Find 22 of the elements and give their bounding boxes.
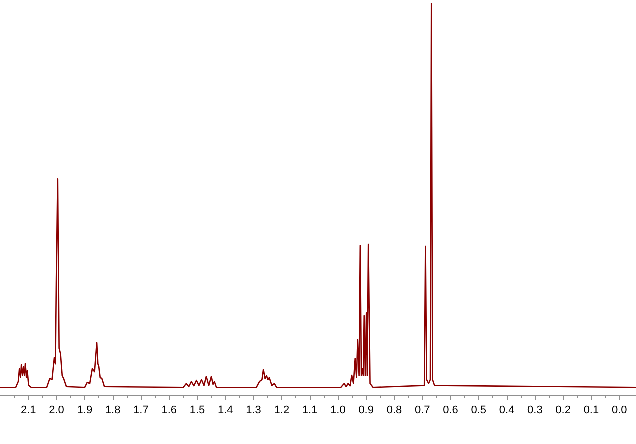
x-tick-label: 0.7 — [414, 404, 430, 416]
x-tick-label: 0.3 — [528, 404, 543, 416]
x-tick-label: 1.9 — [77, 404, 93, 416]
x-tick-label: 1.6 — [162, 404, 177, 416]
x-tick-label: 1.7 — [134, 404, 149, 416]
x-tick-label: 0.9 — [358, 404, 374, 416]
x-tick-label: 1.1 — [302, 404, 318, 416]
x-tick-label: 1.4 — [218, 404, 234, 416]
x-tick-label: 1.5 — [190, 404, 206, 416]
x-tick-label: 0.8 — [386, 404, 402, 416]
x-tick-label: 2.1 — [20, 404, 36, 416]
x-tick-label: 0.1 — [584, 404, 600, 416]
x-tick-label: 0.0 — [612, 404, 628, 416]
x-tick-label: 1.2 — [274, 404, 290, 416]
x-tick-label: 1.3 — [246, 404, 262, 416]
x-tick-label: 0.6 — [443, 404, 458, 416]
x-tick-label: 1.0 — [330, 404, 346, 416]
x-tick-label: 0.2 — [556, 404, 571, 416]
x-tick-label: 1.8 — [105, 404, 121, 416]
x-tick-label: 0.5 — [471, 404, 487, 416]
x-tick-label: 0.4 — [499, 404, 515, 416]
x-tick-label: 2.0 — [49, 404, 64, 416]
